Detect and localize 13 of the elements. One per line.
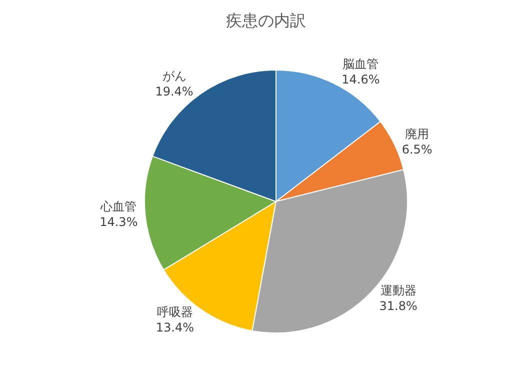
chart-title: 疾患の内訳 — [226, 10, 306, 30]
slice-label: 廃用 — [405, 126, 430, 141]
slice-label: 運動器 — [380, 284, 416, 298]
slice-label: 心血管 — [100, 200, 137, 214]
data-label: 6.5% — [402, 142, 432, 156]
slice-label: 脳血管 — [342, 56, 379, 71]
slice-label: がん — [162, 68, 186, 83]
data-label: 13.4% — [156, 320, 194, 335]
data-label: 31.8% — [379, 299, 418, 314]
data-label: 14.3% — [100, 215, 138, 230]
slice-label: 呼吸器 — [156, 305, 193, 320]
data-label: 19.4% — [155, 84, 194, 99]
data-label: 14.6% — [342, 72, 380, 86]
